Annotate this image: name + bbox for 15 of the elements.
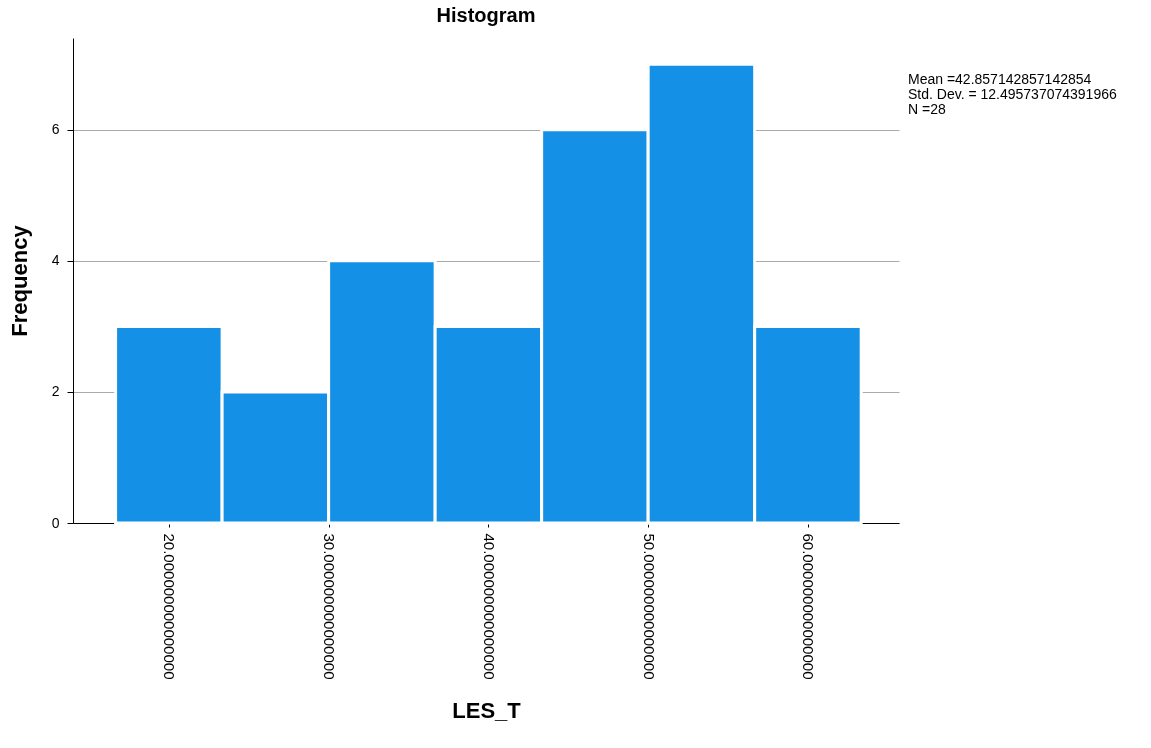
text: Std. Dev. = 12.495737074391966 [908, 86, 1117, 102]
y-axis-title: Frequency [6, 224, 32, 337]
x-tick-label: 40.000000000000000 [480, 533, 498, 680]
chart-title: Histogram [436, 4, 536, 26]
y-tick-label: 2 [51, 383, 60, 400]
x-tick-label: 60.000000000000000 [800, 533, 818, 680]
x-axis-title: LES_T [452, 698, 522, 724]
x-tick-label: 50.000000000000000 [640, 533, 658, 680]
text: Mean =42.857142857142854 [908, 71, 1093, 87]
x-tick-label: 20.000000000000000 [161, 533, 179, 680]
x-tick-label: 30.000000000000000 [321, 533, 339, 680]
y-tick-label: 0 [51, 514, 60, 531]
y-tick-label: 6 [51, 121, 60, 138]
y-tick-label: 4 [51, 252, 60, 269]
text: N =28 [908, 101, 947, 117]
